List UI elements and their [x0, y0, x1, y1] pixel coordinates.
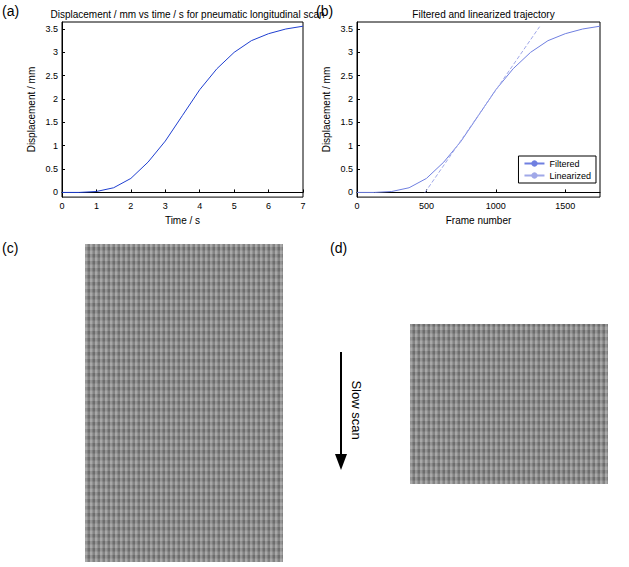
svg-text:500: 500: [419, 201, 434, 211]
svg-text:Frame number: Frame number: [446, 215, 512, 226]
svg-text:2: 2: [128, 201, 133, 211]
svg-text:0: 0: [59, 201, 64, 211]
svg-text:5: 5: [232, 201, 237, 211]
svg-text:1: 1: [348, 141, 353, 151]
svg-text:4: 4: [197, 201, 202, 211]
svg-text:6: 6: [266, 201, 271, 211]
svg-text:Filtered and linearized trajec: Filtered and linearized trajectory: [412, 9, 554, 20]
svg-text:3: 3: [53, 47, 58, 57]
svg-text:0.5: 0.5: [340, 164, 353, 174]
svg-text:7: 7: [300, 201, 305, 211]
svg-text:0: 0: [348, 187, 353, 197]
svg-text:3: 3: [163, 201, 168, 211]
svg-text:1500: 1500: [555, 201, 575, 211]
svg-text:3.5: 3.5: [45, 24, 58, 34]
svg-text:Linearized: Linearized: [549, 171, 591, 181]
svg-text:2.5: 2.5: [340, 71, 353, 81]
svg-text:3.5: 3.5: [340, 24, 353, 34]
svg-text:Filtered: Filtered: [549, 159, 579, 169]
svg-text:1: 1: [94, 201, 99, 211]
svg-text:0.5: 0.5: [45, 164, 58, 174]
svg-text:1.5: 1.5: [340, 117, 353, 127]
svg-text:0: 0: [354, 201, 359, 211]
svg-text:1.5: 1.5: [45, 117, 58, 127]
svg-text:1: 1: [53, 141, 58, 151]
svg-text:3: 3: [348, 47, 353, 57]
svg-text:1000: 1000: [486, 201, 506, 211]
svg-text:Displacement / mm vs time / s: Displacement / mm vs time / s for pneuma…: [51, 9, 325, 20]
svg-text:Displacement / mm: Displacement / mm: [321, 67, 332, 153]
svg-text:Displacement / mm: Displacement / mm: [26, 67, 37, 153]
svg-text:2: 2: [53, 94, 58, 104]
svg-text:2: 2: [348, 94, 353, 104]
svg-text:Time / s: Time / s: [165, 215, 200, 226]
svg-text:2.5: 2.5: [45, 71, 58, 81]
svg-text:0: 0: [53, 187, 58, 197]
